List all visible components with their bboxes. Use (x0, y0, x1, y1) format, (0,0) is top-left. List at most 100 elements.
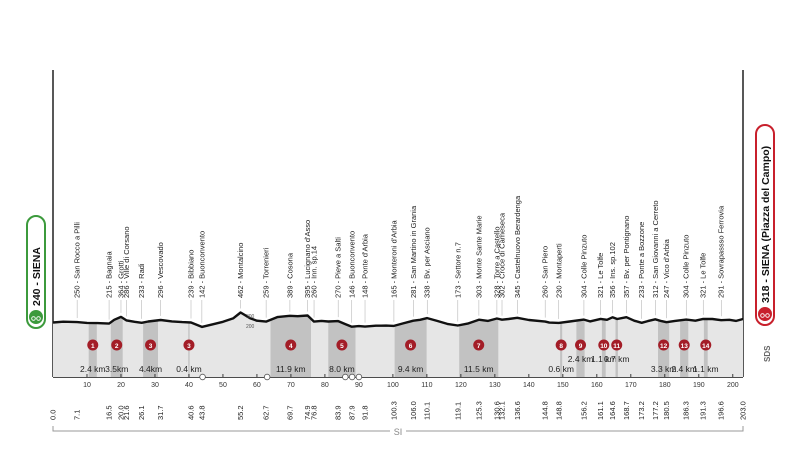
elevation-label: 200 (246, 324, 255, 330)
place-label: 142 - Buonconvento (197, 231, 206, 298)
sector-number: 14 (702, 343, 710, 350)
km-marker: 164.6 (608, 401, 617, 420)
place-label: 165 - Monteroni d'Arbia (389, 219, 398, 298)
place-label: 357 - Bv. per Pontignano (622, 216, 631, 298)
sector-number: 11 (613, 343, 620, 350)
km-marker: 173.2 (637, 401, 646, 420)
sector-number: 9 (579, 343, 583, 350)
sector-length: 8.0 km (329, 364, 355, 374)
sector-length: 4.4km (139, 364, 162, 374)
km-marker: 91.8 (361, 405, 370, 420)
x-tick-label: 90 (355, 382, 363, 389)
km-marker: 203.0 (739, 401, 748, 420)
timing-point (348, 373, 356, 381)
place-label: 291 - Sovrapassso Ferrovia (717, 205, 726, 298)
finish-badge-frame (755, 124, 775, 326)
sector-number: 13 (681, 343, 689, 350)
sector-marker (285, 339, 297, 351)
km-marker: 21.6 (122, 405, 131, 420)
finish-badge: 318 - SIENA (Piazza del Campo) (755, 124, 775, 326)
place-label: 260 - Inn. sp.14 (310, 246, 319, 298)
x-tick-label: 180 (659, 382, 671, 389)
sector-length: 1.1 km (693, 364, 719, 374)
start-badge: 240 - SIENA (26, 215, 46, 329)
sector-length: 1.1 km (591, 354, 617, 364)
place-label: 233 - Radi (137, 263, 146, 298)
place-label: 296 - Vescovado (156, 242, 165, 298)
profile-line: 200 300 (52, 311, 744, 330)
km-marker: 55.2 (236, 405, 245, 420)
sector-length: 3.3 km (651, 364, 677, 374)
corner-logo: SDS (763, 345, 772, 362)
km-marker: 31.7 (156, 405, 165, 420)
sector-number: 4 (289, 343, 293, 350)
place-label: 328 - Torre a Castello (492, 226, 501, 298)
sector-length: 11.5 km (464, 364, 494, 374)
sector-marker (183, 339, 195, 351)
sector-number: 8 (559, 343, 563, 350)
km-marker: 136.6 (513, 401, 522, 420)
sector-marker (611, 339, 623, 351)
x-tick-label: 30 (151, 382, 159, 389)
sector-length: 11.9 km (276, 364, 306, 374)
km-marker: 83.9 (334, 405, 343, 420)
km-marker: 156.2 (579, 401, 588, 420)
footer-label: SI (394, 427, 403, 437)
km-marker: 180.5 (662, 401, 671, 420)
start-badge-label: 240 - SIENA (31, 247, 43, 306)
km-marker: 16.5 (105, 405, 114, 420)
x-tick-label: 10 (83, 382, 91, 389)
bike-icon-wheel (36, 316, 41, 321)
place-label: 281 - San Martino in Grania (409, 205, 418, 298)
x-tick-label: 40 (185, 382, 193, 389)
km-marker: 144.8 (541, 401, 550, 420)
gravel-sectors: 1 2.4 km 2 3.5km 3 4.4km 3 0.4 km 4 11.9 km 5 8.0 k… (80, 315, 719, 377)
finish-badge-label: 318 - SIENA (Piazza del Campo) (760, 146, 772, 303)
km-marker: 26.1 (137, 405, 146, 420)
km-marker: 62.7 (262, 405, 271, 420)
place-label: 230 - Montaperti (554, 243, 563, 298)
x-tick-label: 170 (625, 382, 637, 389)
km-marker: 74.9 (303, 405, 312, 420)
sector-length: 3.5km (105, 364, 128, 374)
sector-marker (598, 339, 610, 351)
place-label: 146 - Buonconvento (347, 231, 356, 298)
place-label: 364 - Grotti (116, 260, 125, 298)
sector-number: 7 (477, 343, 481, 350)
place-labels: 250 - San Rocco a Pilli 215 - Bagnaia 364 … (73, 195, 726, 323)
sector-number: 6 (409, 343, 413, 350)
sector-marker (473, 339, 485, 351)
x-tick-label: 60 (253, 382, 261, 389)
km-markers: 0.0 7.1 16.5 20.021.6 26.1 31.7 40.6 43.8 55.2 62… (49, 401, 748, 420)
sector-marker (87, 339, 99, 351)
timing-point (263, 373, 271, 381)
km-marker: 130.6 (492, 401, 501, 420)
km-marker: 110.1 (423, 402, 432, 420)
km-marker: 132.1 (498, 401, 507, 420)
km-marker: 20.0 (116, 405, 125, 420)
sector-number: 1 (91, 343, 95, 350)
start-badge-frame (26, 215, 46, 329)
place-label: 395 - Lucignano d'Asso (303, 220, 312, 298)
sector-length: 2.4 km (568, 354, 594, 364)
sector-number: 10 (600, 343, 608, 350)
start-finish: 240 - SIENA 318 - SIENA (Piazza del Campo… (26, 124, 775, 362)
km-marker: 69.7 (285, 405, 294, 420)
sector-marker (658, 339, 670, 351)
x-tick-label: 150 (557, 382, 569, 389)
place-label: 462 - Montalcino (236, 243, 245, 298)
timing-point (199, 373, 206, 381)
place-label: 345 - Castelnuovo Berardenga (513, 195, 522, 298)
place-label: 303 - Monte Sante Marie (474, 215, 483, 298)
x-tick-label: 140 (523, 382, 535, 389)
km-marker: 87.9 (347, 405, 356, 420)
distance-axis: 10 20 30 40 50 60 70 80 90 100 110 120 130 140 150 160 1… (83, 373, 739, 389)
timing-point (342, 373, 349, 381)
place-label: 304 - Colle Pinzuto (682, 235, 691, 298)
sector-number: 3 (187, 343, 191, 350)
km-marker: 148.8 (554, 401, 563, 420)
bike-icon-wheel (760, 313, 765, 318)
km-marker: 177.2 (651, 401, 660, 420)
footer-label-bg (390, 426, 406, 436)
